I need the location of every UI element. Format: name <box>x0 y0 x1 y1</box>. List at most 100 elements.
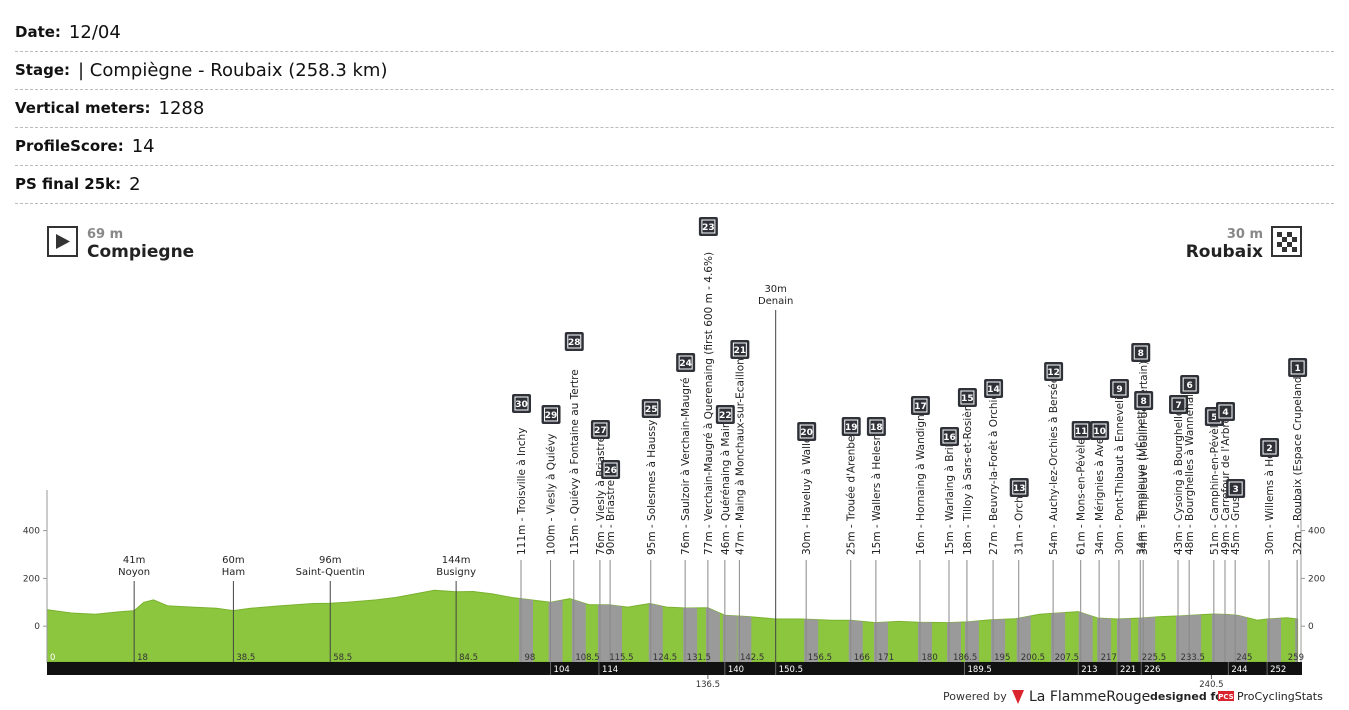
sector-badge <box>910 396 930 415</box>
sector-badge-border <box>1046 364 1061 379</box>
sector-number: 19 <box>845 423 858 433</box>
sector-badge <box>541 405 561 424</box>
km-label: 98 <box>524 653 535 663</box>
sector-label: 16m - Hornaing à Wandignies <box>915 400 927 555</box>
sector-badge-border <box>1133 345 1148 360</box>
sector-badge <box>641 399 661 418</box>
designed-for: designed for <box>1150 690 1229 703</box>
sector-label: 95m - Solesmes à Haussy <box>646 420 658 555</box>
cobble-sector <box>519 590 534 662</box>
sector-number: 3 <box>1233 485 1239 495</box>
cobble-sector <box>571 590 586 662</box>
sector-badge-border <box>1182 377 1197 392</box>
start-elevation: 69 m <box>87 227 123 242</box>
info-row: Stage: | Compiègne - Roubaix (258.3 km) <box>15 51 1334 90</box>
sector-number: 24 <box>679 359 692 369</box>
pcs-logo: PCS <box>1218 693 1233 701</box>
sector-label: 49m - Carrefour de l'Arbre <box>1220 417 1232 555</box>
sector-badge-border <box>799 424 814 439</box>
sector-number: 12 <box>1047 368 1060 378</box>
elevation-area <box>46 589 1299 663</box>
sector-label: 15m - Warlaing à Brillon <box>944 428 956 555</box>
sector-badge-border <box>514 396 529 411</box>
sector-badge <box>1071 421 1091 440</box>
sector-label: 25m - Trouée d'Arenberg <box>846 425 858 555</box>
sector-number: 25 <box>645 405 658 415</box>
sector-badge <box>1260 438 1280 457</box>
sector-number: 8 <box>1138 349 1144 359</box>
sector-badge-border <box>678 355 693 370</box>
sector-badge <box>866 417 886 436</box>
sector-number: 1 <box>1294 364 1300 374</box>
sector-label: 27m - Beuvry-la-Forêt à Orchies <box>988 388 1000 555</box>
info-label: ProfileScore: <box>15 137 124 155</box>
sector-badge-border <box>1290 360 1305 375</box>
sector-badge-border <box>913 398 928 413</box>
pcs-name: ProCyclingStats <box>1237 690 1323 703</box>
sector-number: 20 <box>800 428 813 438</box>
town-name: Denain <box>758 296 793 307</box>
y-tick-label: 400 <box>1308 527 1325 537</box>
sector-badge-border <box>603 462 618 477</box>
sector-badge <box>1215 402 1235 421</box>
sector-badge-border <box>544 407 559 422</box>
sector-label: 100m - Viesly à Quiévy <box>546 434 558 556</box>
sector-badge <box>1288 358 1308 377</box>
km-label: 207.5 <box>1055 653 1079 663</box>
sector-label: 61m - Mons-en-Pévèle <box>1076 438 1088 555</box>
sector-label: 30m - Willems à Hem <box>1264 442 1276 555</box>
info-value: 14 <box>131 135 155 157</box>
sector-number: 10 <box>1093 427 1106 437</box>
sector-badge-border <box>644 401 659 416</box>
sector-label: 30m - Pont-Thibaut à Ennevelin <box>1114 390 1126 555</box>
sector-badge <box>1169 395 1189 414</box>
sector-badge-border <box>732 342 747 357</box>
sector-badge <box>940 427 960 446</box>
info-label: Date: <box>15 23 61 41</box>
km-label: 150.5 <box>779 665 803 675</box>
sector-badge-border <box>1136 393 1151 408</box>
finish-icon <box>1271 226 1302 257</box>
sector-number: 29 <box>545 411 558 421</box>
km-label: 200.5 <box>1021 653 1045 663</box>
y-tick-label: 0 <box>1308 622 1314 632</box>
start-icon <box>47 226 78 257</box>
town-name: Saint-Quentin <box>296 567 365 578</box>
sector-label: 43m - Cysoing à Bourghelles <box>1173 404 1185 555</box>
finish-name: Roubaix <box>1186 242 1263 262</box>
info-label: PS final 25k: <box>15 175 122 193</box>
info-label: Vertical meters: <box>15 99 151 117</box>
cobble-sector <box>548 590 563 662</box>
km-label: 225.5 <box>1142 653 1166 663</box>
sector-label: 32m - Roubaix (Espace Crupelandt) <box>1292 368 1304 555</box>
sector-number: 6 <box>1187 381 1193 391</box>
sector-badge-border <box>1262 440 1277 455</box>
sector-label: 46m - Quérénaing à Maing <box>720 415 732 555</box>
sector-badge <box>1090 421 1110 440</box>
km-label: 38.5 <box>236 653 255 663</box>
sector-badge-border <box>718 407 733 422</box>
km-label: 244 <box>1231 665 1247 675</box>
start-name: Compiegne <box>87 242 194 262</box>
sector-number: 13 <box>1013 484 1026 494</box>
sector-number: 22 <box>719 411 732 421</box>
km-label: 166 <box>854 653 870 663</box>
sector-badge <box>841 417 861 436</box>
sector-label: 47m - Maing à Monchaux-sur-Ecaillon <box>734 358 746 555</box>
sector-label: 15m - Wallers à Helesmes <box>871 418 883 555</box>
sector-badge-border <box>942 429 957 444</box>
flamme-logo <box>1012 690 1024 704</box>
sector-badge-border <box>1074 423 1089 438</box>
km-label: 58.5 <box>333 653 352 663</box>
sector-number: 8 <box>1141 397 1147 407</box>
town-elevation: 41m <box>123 555 145 566</box>
km-label: 115.5 <box>609 653 633 663</box>
town-elevation: 30m <box>764 284 786 295</box>
sector-badge-border <box>1012 480 1027 495</box>
sector-label: 34m - Templeuve (Moulin-de-Vertain) <box>1138 361 1150 555</box>
sector-badge <box>957 388 977 407</box>
sector-number: 16 <box>943 433 956 443</box>
sector-badge <box>676 353 696 372</box>
info-value: | Compiègne - Roubaix (258.3 km) <box>78 59 388 81</box>
